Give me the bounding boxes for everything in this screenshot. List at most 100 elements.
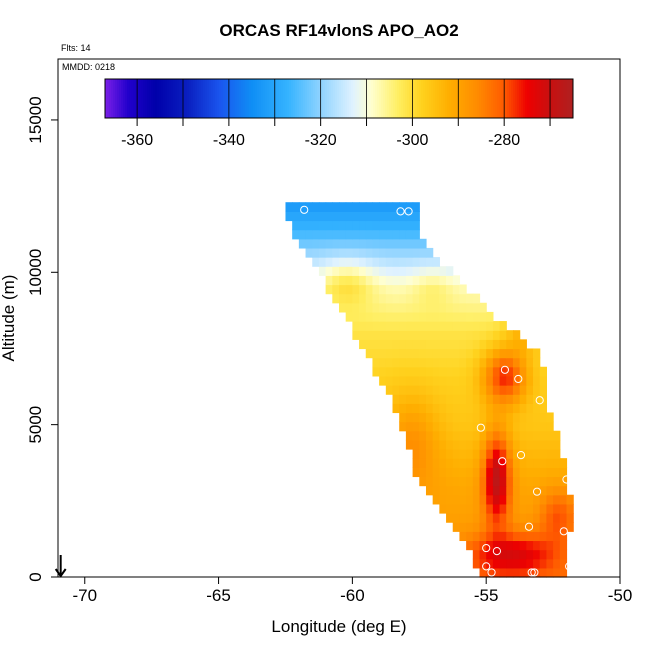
heatmap-cell [312, 211, 320, 222]
heatmap-cell [492, 412, 501, 423]
heatmap-cell [352, 293, 360, 304]
heatmap-cell [399, 357, 407, 368]
heatmap-cell [352, 275, 360, 286]
heatmap-cell [466, 430, 474, 441]
heatmap-cell [412, 247, 420, 258]
heatmap-cell [553, 439, 561, 450]
colorbar-segment [161, 79, 164, 118]
heatmap-cell [385, 266, 394, 276]
heatmap-cell [512, 522, 521, 532]
heatmap-cell [425, 458, 434, 468]
heatmap-cell [459, 430, 467, 441]
heatmap-cell [392, 247, 400, 258]
heatmap-cell [506, 366, 514, 377]
colorbar-segment [255, 79, 258, 118]
heatmap-cell [486, 430, 494, 441]
heatmap-cell [472, 321, 481, 331]
colorbar-segment [107, 79, 110, 118]
heatmap-cell [385, 321, 394, 331]
observation-point [524, 522, 534, 531]
colorbar-segment [217, 79, 220, 118]
colorbar-segment [237, 79, 240, 118]
colorbar-segment [425, 79, 428, 118]
heatmap-cell [399, 403, 407, 414]
heatmap-cell [492, 385, 501, 395]
heatmap-cell [512, 503, 521, 514]
colorbar-segment [295, 79, 298, 118]
heatmap-cell [459, 412, 467, 423]
heatmap-cell [546, 503, 554, 514]
heatmap-cell [339, 302, 347, 313]
colorbar-segment [159, 79, 162, 118]
heatmap-cell [519, 567, 527, 578]
heatmap-cell [506, 449, 514, 459]
x-tick-label: -55 [474, 586, 499, 605]
heatmap-cell [539, 366, 547, 377]
colorbar-segment [461, 79, 464, 118]
heatmap-cell [446, 293, 454, 304]
heatmap-cell [479, 513, 487, 523]
heatmap-cell [372, 266, 380, 276]
heatmap-cell [412, 229, 420, 240]
colorbar-segment [113, 79, 116, 118]
heatmap-cell [372, 293, 380, 304]
heatmap-cell [452, 439, 461, 450]
heatmap-cell [459, 458, 467, 468]
heatmap-cell [526, 375, 534, 386]
heatmap-cell [439, 275, 447, 286]
heatmap-cell [432, 339, 440, 350]
heatmap-cell [539, 549, 547, 560]
heatmap-cell [439, 348, 447, 359]
heatmap-cell [546, 449, 554, 459]
heatmap-cell [365, 330, 374, 340]
heatmap-cell [339, 257, 347, 267]
heatmap-cell [533, 558, 541, 569]
colorbar-segment [263, 79, 266, 118]
colorbar-segment [557, 79, 560, 118]
heatmap-cell [506, 421, 514, 432]
heatmap-cell [512, 449, 521, 459]
heatmap-cell [506, 522, 514, 532]
observation-point [482, 543, 491, 553]
heatmap-cell [399, 330, 407, 340]
heatmap-cell [432, 330, 440, 340]
heatmap-cell [392, 375, 400, 386]
heatmap-cell [379, 339, 387, 350]
heatmap-cell [446, 412, 454, 423]
heatmap-cell [499, 485, 507, 496]
heatmap-cell [385, 229, 394, 240]
colorbar-segment [431, 79, 434, 118]
heatmap-cell [419, 348, 427, 359]
heatmap-cell [492, 540, 501, 551]
heatmap-cell [285, 211, 293, 222]
heatmap-cell [486, 311, 494, 322]
heatmap-cell [365, 266, 374, 276]
heatmap-cell [298, 229, 307, 240]
colorbar-segment [441, 79, 444, 118]
heatmap-cell [539, 449, 547, 459]
heatmap-cell [512, 330, 521, 340]
heatmap-cell [499, 567, 507, 578]
y-axis-label: Altitude (m) [0, 275, 18, 362]
heatmap-cell [566, 503, 574, 514]
heatmap-cell [399, 202, 407, 212]
heatmap-cell [452, 375, 461, 386]
colorbar-segment [235, 79, 238, 118]
heatmap-cell [392, 385, 400, 395]
heatmap-cell [546, 513, 554, 523]
colorbar-segment [491, 79, 494, 118]
colorbar-segment [131, 79, 134, 118]
heatmap-cell [412, 412, 420, 423]
heatmap-cell [405, 229, 414, 240]
colorbar-segment [535, 79, 538, 118]
heatmap-cell [459, 394, 467, 404]
heatmap-cell [399, 211, 407, 222]
heatmap-cell [492, 476, 501, 487]
heatmap-cell [392, 357, 400, 368]
heatmap-cell [379, 302, 387, 313]
heatmap-cell [546, 458, 554, 468]
heatmap-cell [539, 513, 547, 523]
colorbar-segment [111, 79, 114, 118]
heatmap-cell [492, 375, 501, 386]
colorbar-segment [453, 79, 456, 118]
